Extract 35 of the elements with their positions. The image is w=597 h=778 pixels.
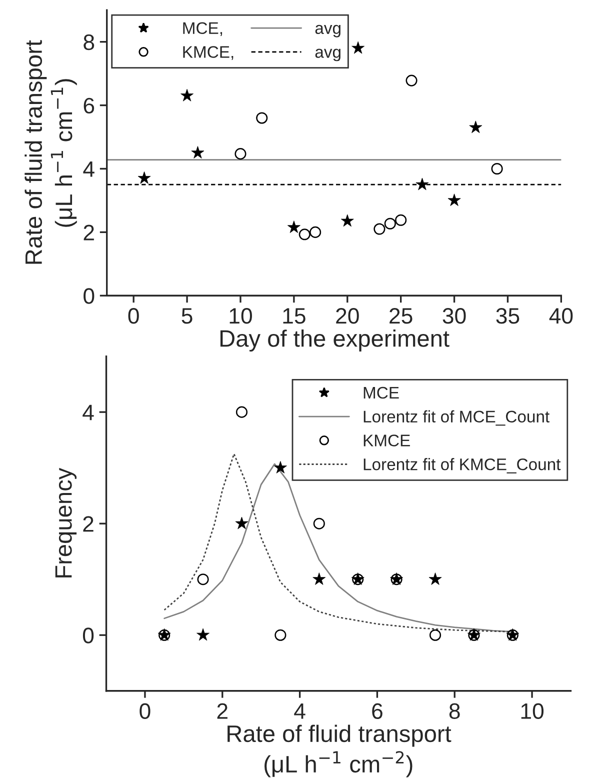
legend-label: Lorentz fit of KMCE_Count: [364, 458, 561, 474]
y-tick-label: 4: [83, 162, 94, 177]
y-tick-label: 0: [82, 628, 94, 644]
x-tick-label: 0: [128, 308, 139, 324]
y-axis-title: Rate of fluid transport (μL h$^{−1}$ cm$^{−1}$): [24, 40, 77, 264]
legend-label: MCE: [364, 386, 399, 399]
x-tick-label: 25: [390, 308, 412, 324]
legend-label: avg: [315, 24, 340, 38]
x-tick-label: 10: [521, 703, 544, 719]
y-tick-label: 2: [83, 516, 94, 532]
legend-label: MCE,: [183, 22, 222, 36]
x-tick-label: 10: [230, 308, 252, 324]
x-axis-title: Rate of fluid transport (μL h$^{−1}$ cm$^{−2}$): [228, 724, 452, 778]
x-tick-label: 2: [217, 703, 228, 719]
x-tick-label: 5: [182, 308, 192, 324]
x-tick-label: 30: [442, 308, 466, 324]
x-tick-label: 8: [449, 703, 460, 719]
legend-label: avg: [315, 48, 340, 62]
legend-label: Lorentz fit of MCE_Count: [364, 410, 550, 426]
x-tick-label: 0: [140, 703, 150, 719]
y-tick-label: 6: [84, 98, 94, 114]
x-tick-label: 35: [496, 308, 520, 324]
legend-label: KMCE: [364, 434, 410, 446]
x-tick-label: 6: [372, 703, 382, 719]
y-tick-label: 8: [84, 34, 94, 50]
x-axis-title: Day of the experiment: [220, 330, 450, 352]
x-tick-label: 40: [549, 308, 573, 324]
y-tick-label: 4: [82, 404, 94, 420]
x-tick-label: 15: [283, 308, 306, 324]
y-tick-label: 2: [84, 224, 94, 240]
y-tick-label: 0: [84, 288, 94, 304]
y-axis-title: Frequency: [55, 468, 77, 578]
legend-label: KMCE,: [183, 46, 234, 60]
x-tick-label: 4: [294, 703, 306, 719]
x-tick-label: 20: [336, 308, 359, 324]
